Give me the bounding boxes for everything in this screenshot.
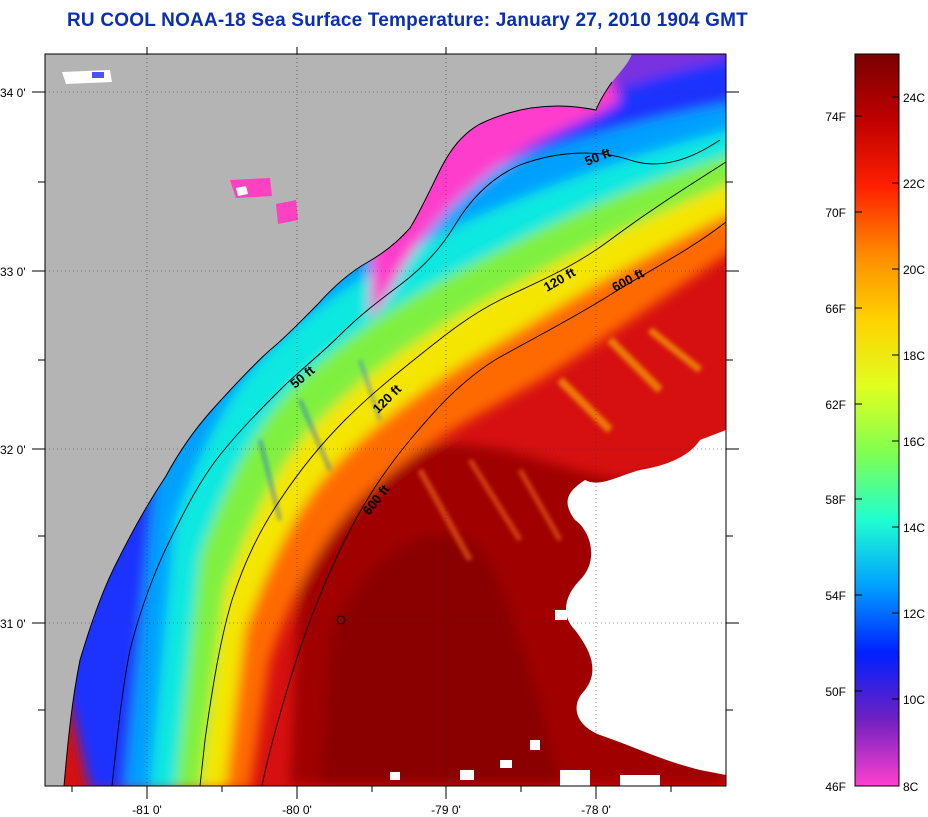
tick-marks [32, 47, 739, 799]
graticule [45, 54, 726, 786]
lat-label-33: 33 0' [0, 265, 26, 279]
fahrenheit-label: 66F [825, 302, 846, 316]
page-title: RU COOL NOAA-18 Sea Surface Temperature:… [67, 10, 748, 31]
fahrenheit-label: 50F [825, 685, 846, 699]
fahrenheit-label: 54F [825, 589, 846, 603]
fahrenheit-label: 70F [825, 206, 846, 220]
lon-label-80: -80 0' [282, 803, 312, 817]
land-area [45, 54, 632, 786]
sst-map[interactable]: 50 ft 50 ft 120 ft 120 ft 600 ft 600 ft [40, 40, 780, 790]
fahrenheit-label: 46F [825, 780, 846, 794]
coastline [63, 81, 613, 786]
celsius-label: 24C [903, 91, 925, 105]
lat-label-32: 32 0' [0, 443, 26, 457]
celsius-label: 22C [903, 177, 925, 191]
inland-detail [62, 70, 298, 224]
colorbar-fahrenheit-labels: 74F 70F 66F 62F 58F 54F 50F 46F [825, 110, 846, 794]
lon-label-81: -81 0' [132, 803, 162, 817]
celsius-label: 18C [903, 349, 925, 363]
fahrenheit-label: 62F [825, 398, 846, 412]
cloud-specks [390, 500, 726, 786]
lat-label-34: 34 0' [0, 86, 26, 100]
colorbar [854, 53, 900, 787]
celsius-label: 12C [903, 607, 925, 621]
contour-120ft [199, 161, 726, 786]
fahrenheit-label: 74F [825, 110, 846, 124]
celsius-label: 20C [903, 263, 925, 277]
contour-50ft [111, 139, 721, 786]
celsius-label: 8C [903, 780, 919, 794]
lon-label-79: -79 0' [431, 803, 461, 817]
lat-label-31: 31 0' [0, 617, 26, 631]
warm-streaks [258, 327, 703, 562]
celsius-label: 10C [903, 693, 925, 707]
fahrenheit-label: 58F [825, 493, 846, 507]
celsius-label: 14C [903, 521, 925, 535]
buoy-marker [336, 615, 346, 625]
contour-600ft [261, 221, 726, 786]
lon-label-78: -78 0' [581, 803, 611, 817]
map-frame [44, 53, 727, 787]
colorbar-ticks [855, 96, 899, 700]
colorbar-celsius-labels: 24C 22C 20C 18C 16C 14C 12C 10C 8C [903, 91, 925, 794]
celsius-label: 16C [903, 435, 925, 449]
